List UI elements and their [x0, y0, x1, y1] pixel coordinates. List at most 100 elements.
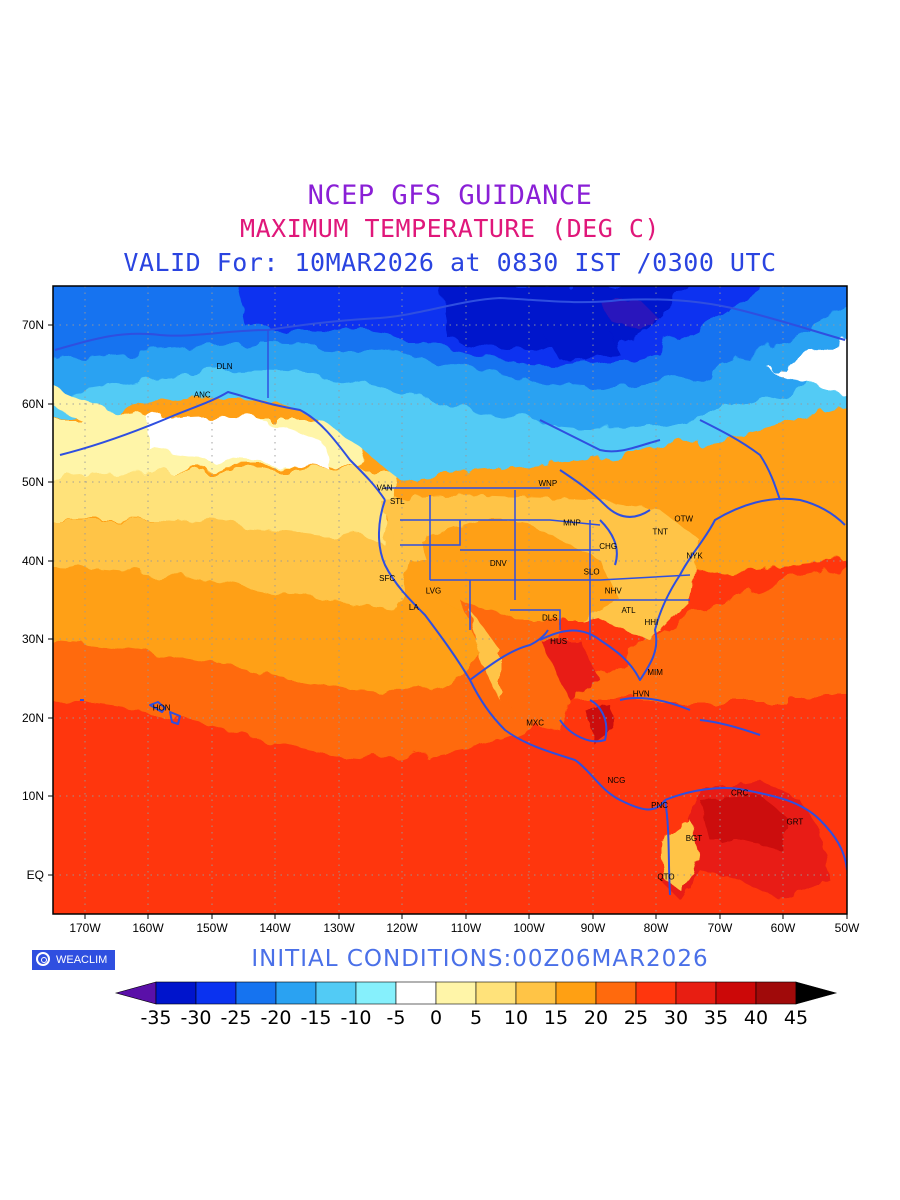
- colorbar-swatch: [235, 981, 277, 1005]
- colorbar-label: -25: [220, 1007, 251, 1029]
- lon-label: 60W: [771, 921, 796, 935]
- colorbar-swatch: [114, 981, 157, 1005]
- city-label: LVG: [426, 587, 441, 596]
- city-label: NYK: [686, 551, 703, 560]
- city-label: GRT: [787, 817, 804, 826]
- chart-title-line2: MAXIMUM TEMPERATURE (DEG C): [240, 214, 660, 243]
- city-label: MXC: [526, 718, 544, 727]
- lon-label: 140W: [259, 921, 291, 935]
- city-label: MNP: [563, 518, 581, 527]
- lon-label: 160W: [132, 921, 164, 935]
- colorbar-label: 10: [504, 1007, 528, 1029]
- colorbar-label: 0: [430, 1007, 442, 1029]
- lat-label: 20N: [22, 711, 44, 725]
- city-label: WNP: [538, 479, 557, 488]
- logo-text: WEACLIM: [56, 954, 108, 966]
- city-label: HHI: [644, 618, 658, 627]
- graticule: [53, 286, 847, 914]
- lat-label: 10N: [22, 789, 44, 803]
- city-label: NCG: [608, 776, 626, 785]
- lon-label: 50W: [835, 921, 860, 935]
- city-label: STL: [390, 497, 405, 506]
- colorbar-swatch: [635, 981, 677, 1005]
- lat-label: 30N: [22, 632, 44, 646]
- city-label: QTO: [657, 872, 674, 881]
- colorbar-label: -35: [140, 1007, 171, 1029]
- colorbar-swatch: [795, 981, 838, 1005]
- city-label: ANC: [194, 390, 211, 399]
- colorbar-swatch: [155, 981, 197, 1005]
- city-label: NHV: [605, 587, 623, 596]
- colorbar-labels: -35 -30 -25 -20 -15 -10 -5 0 5 10 15 20 …: [140, 1007, 808, 1029]
- coastlines: [54, 297, 847, 896]
- lat-tick-labels: EQ 10N 20N 30N 40N 50N 60N 70N: [22, 318, 44, 882]
- colorbar-label: 30: [664, 1007, 688, 1029]
- weaclim-logo-icon: [36, 952, 50, 966]
- colorbar-label: 20: [584, 1007, 608, 1029]
- lon-label: 170W: [69, 921, 101, 935]
- chart-title-line1: NCEP GFS GUIDANCE: [307, 180, 593, 211]
- city-label: DNV: [490, 559, 508, 568]
- city-label: DLN: [216, 362, 232, 371]
- colorbar-swatch: [675, 981, 717, 1005]
- temperature-field: DLN ANC VAN STL WNP MNP TNT OTW CHG NYK DNV SFC SLO L…: [53, 286, 847, 914]
- colorbar-label: -30: [180, 1007, 211, 1029]
- chart-valid-time: VALID For: 10MAR2026 at 0830 IST /0300 U…: [123, 248, 777, 277]
- lon-tick-labels: 170W 160W 150W 140W 130W 120W 110W 100W …: [69, 921, 860, 935]
- city-label: TNT: [652, 528, 668, 537]
- city-label: CRC: [731, 788, 749, 797]
- lat-label: EQ: [27, 868, 44, 882]
- colorbar: [114, 981, 838, 1005]
- lon-label: 80W: [644, 921, 669, 935]
- lon-label: 150W: [196, 921, 228, 935]
- colorbar-swatch: [195, 981, 237, 1005]
- lon-label: 130W: [323, 921, 355, 935]
- city-label: LA: [409, 603, 419, 612]
- city-label: HUS: [550, 637, 567, 646]
- city-label: HON: [153, 704, 171, 713]
- city-label: VAN: [377, 484, 393, 493]
- political-borders: [267, 330, 691, 640]
- lon-label: 70W: [708, 921, 733, 935]
- lat-label: 70N: [22, 318, 44, 332]
- colorbar-swatch: [515, 981, 557, 1005]
- colorbar-swatch: [355, 981, 397, 1005]
- colorbar-label: -5: [387, 1007, 406, 1029]
- lon-label: 100W: [513, 921, 545, 935]
- colorbar-label: 5: [470, 1007, 482, 1029]
- initial-conditions: INITIAL CONDITIONS:00Z06MAR2026: [251, 946, 709, 972]
- colorbar-swatch: [435, 981, 477, 1005]
- colorbar-swatch: [275, 981, 317, 1005]
- colorbar-label: 35: [704, 1007, 728, 1029]
- city-label: PNC: [651, 801, 668, 810]
- lat-label: 60N: [22, 397, 44, 411]
- colorbar-swatch: [595, 981, 637, 1005]
- city-label: SFC: [379, 574, 395, 583]
- lon-label: 90W: [581, 921, 606, 935]
- city-label: HVN: [633, 689, 650, 698]
- lat-label: 50N: [22, 475, 44, 489]
- map-frame: [52, 285, 848, 915]
- city-label: MIM: [647, 668, 663, 677]
- colorbar-label: 45: [784, 1007, 808, 1029]
- colorbar-label: -20: [260, 1007, 291, 1029]
- city-label: OTW: [674, 514, 693, 523]
- city-label: SLO: [584, 568, 600, 577]
- colorbar-swatch: [475, 981, 517, 1005]
- colorbar-swatch: [715, 981, 757, 1005]
- city-labels: DLN ANC VAN STL WNP MNP TNT OTW CHG NYK DNV SFC SLO L…: [153, 362, 804, 881]
- colorbar-swatch: [395, 981, 437, 1005]
- weaclim-logo: WEACLIM: [32, 950, 115, 970]
- colorbar-label: -15: [300, 1007, 331, 1029]
- colorbar-swatch: [755, 981, 797, 1005]
- lon-label: 120W: [386, 921, 418, 935]
- axis-ticks: [48, 324, 848, 919]
- city-label: BGT: [686, 834, 703, 843]
- colorbar-swatch: [555, 981, 597, 1005]
- colorbar-label: 25: [624, 1007, 648, 1029]
- colorbar-swatch: [315, 981, 357, 1005]
- lat-label: 40N: [22, 554, 44, 568]
- city-label: DLS: [542, 613, 558, 622]
- city-label: ATL: [621, 606, 636, 615]
